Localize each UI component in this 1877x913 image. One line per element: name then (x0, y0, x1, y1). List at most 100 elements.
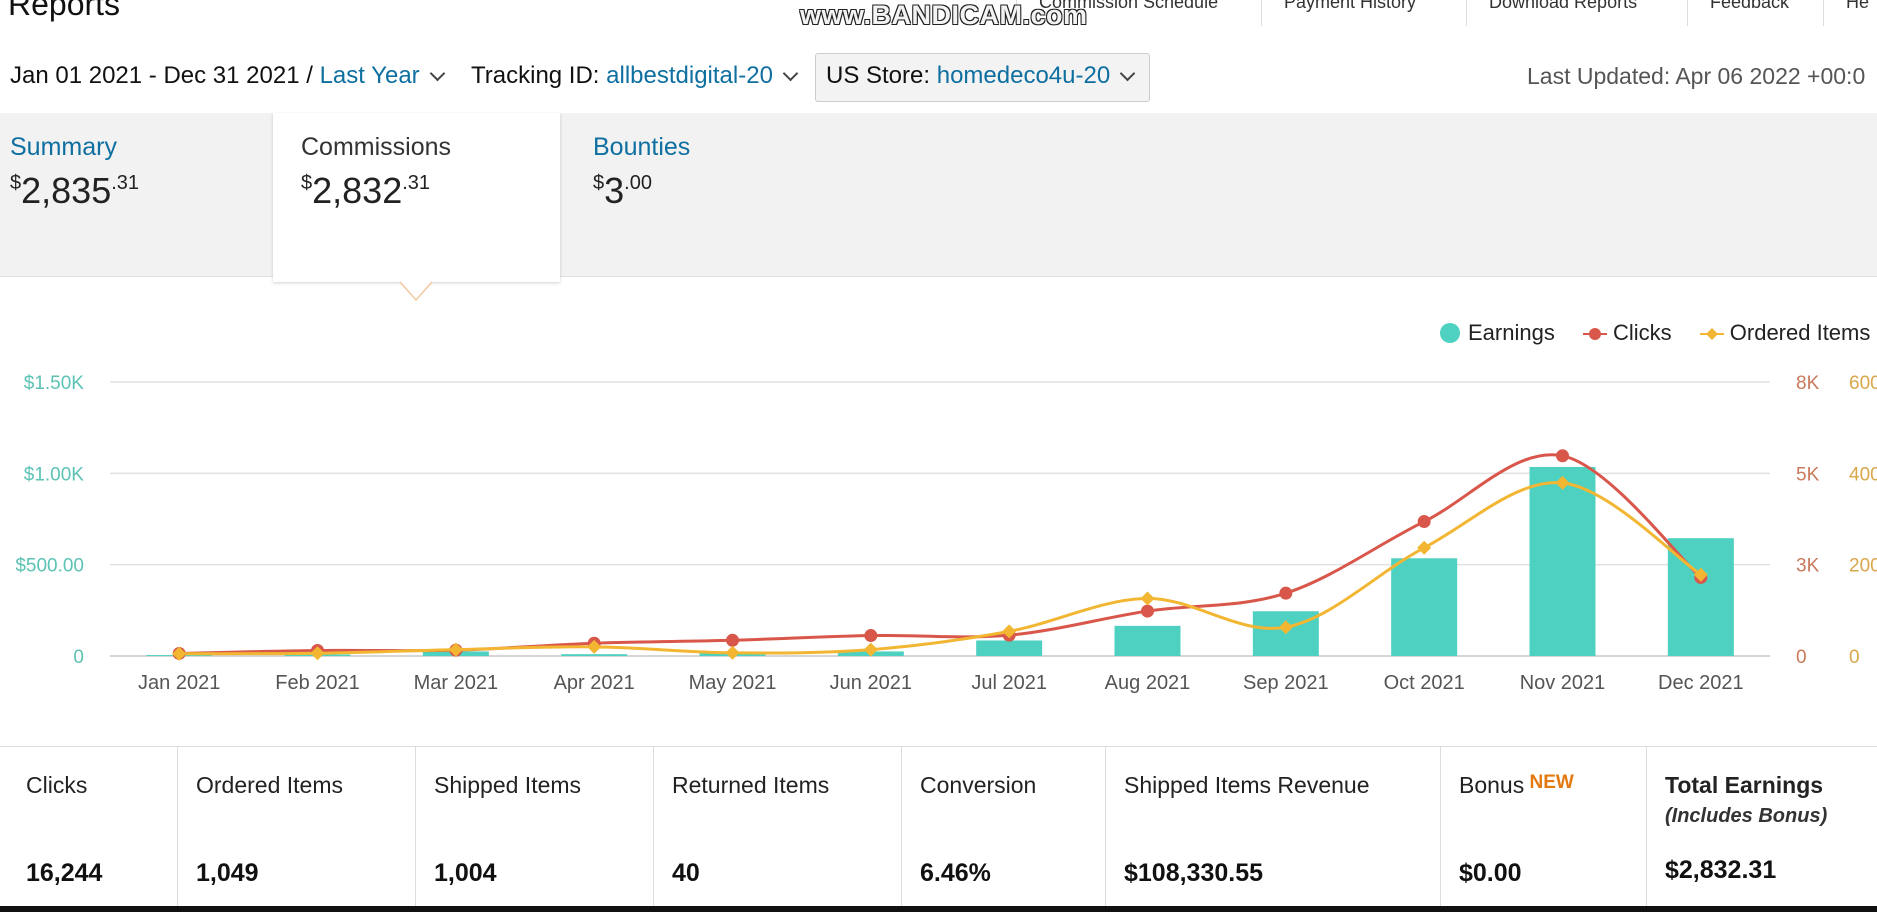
tab-commissions[interactable]: Commissions $2,832.31 (301, 133, 451, 212)
metric-label: Shipped Items (434, 772, 581, 799)
ordered-items-line (179, 481, 1702, 656)
right2-axis-tick: 0 (1849, 647, 1860, 668)
commissions-currency: $ (301, 172, 313, 194)
x-axis-label: Dec 2021 (1658, 672, 1744, 694)
x-axis-label: Jun 2021 (830, 672, 912, 694)
x-axis-label: Oct 2021 (1384, 672, 1465, 694)
summary-amount: $2,835.31 (10, 170, 139, 212)
commissions-cents: .31 (402, 172, 431, 194)
metric-label-text: Returned Items (672, 772, 830, 798)
tab-feedback[interactable]: Feedback (1687, 0, 1811, 26)
date-range-filter[interactable]: Jan 01 2021 - Dec 31 2021 / Last Year (10, 54, 449, 98)
tab-download-reports[interactable]: Download Reports (1466, 0, 1659, 26)
watermark-text: www.BANDICAM.com (800, 0, 1088, 30)
metric-value: $2,832.31 (1665, 856, 1777, 884)
right-axis-tick: 5K (1796, 464, 1820, 485)
active-tab-pointer (399, 281, 433, 302)
metric-value: 40 (672, 859, 700, 887)
summary-whole: 2,835 (21, 170, 112, 211)
right-axis-tick: 8K (1796, 373, 1820, 394)
ordered-items-point (1555, 475, 1570, 490)
metric-value: 1,004 (434, 859, 497, 887)
earnings-bar (1391, 558, 1458, 656)
summary-cents: .31 (111, 172, 140, 194)
page-title: Reports (8, 0, 121, 22)
tracking-id-filter[interactable]: Tracking ID: allbestdigital-20 (471, 54, 802, 98)
ordered-items-point (1693, 567, 1708, 582)
bounties-currency: $ (593, 172, 605, 194)
clicks-point (864, 629, 878, 643)
earnings-bar (561, 654, 628, 656)
metric-value: 6.46% (920, 859, 991, 887)
metric-label-text: Shipped Items Revenue (1124, 772, 1370, 798)
left-axis-tick: 0 (73, 647, 84, 668)
tab-commission-schedule[interactable]: Commission Schedule (1016, 0, 1240, 26)
x-axis-label: May 2021 (689, 672, 777, 694)
legend-ordered[interactable]: Ordered Items (1699, 320, 1870, 345)
tab-payment-history[interactable]: Payment History (1261, 0, 1438, 26)
commissions-amount: $2,832.31 (301, 170, 451, 212)
tracking-id-link[interactable]: allbestdigital-20 (606, 62, 773, 89)
metric-cell: Returned Items 40 (653, 746, 902, 912)
tab-summary-label: Summary (10, 133, 117, 161)
left-axis-tick: $500.00 (15, 556, 84, 577)
new-badge: NEW (1524, 772, 1574, 793)
tracking-label: Tracking ID: (471, 62, 607, 89)
right2-axis-tick: 200 (1849, 556, 1877, 577)
commissions-whole: 2,832 (312, 170, 403, 211)
x-axis-label: Nov 2021 (1520, 672, 1606, 694)
metric-label: Bonus NEW (1459, 772, 1574, 799)
legend-earnings[interactable]: Earnings (1440, 320, 1561, 345)
metric-cell: Ordered Items 1,049 (177, 746, 416, 912)
store-selector[interactable]: US Store: homedeco4u-20 (815, 53, 1151, 102)
bottom-border (0, 906, 1877, 912)
chevron-down-icon (782, 65, 799, 82)
earnings-chart: 0 0 0 $500.00 3K 200 $1.00K 5K 400 $1.50K 8K 600 Jan… (15, 373, 1877, 694)
store-label: US Store: (826, 62, 937, 89)
right2-axis-tick: 600 (1849, 373, 1877, 394)
earnings-dot-icon (1440, 323, 1460, 343)
tab-bounties[interactable]: Bounties $3.00 (593, 133, 690, 212)
chevron-down-icon (1119, 65, 1136, 82)
tab-commissions-label: Commissions (301, 133, 452, 161)
x-axis-label: Jan 2021 (138, 672, 220, 694)
metric-cell: Shipped Items Revenue $108,330.55 (1105, 746, 1441, 912)
metric-label: Shipped Items Revenue (1124, 772, 1370, 799)
ordered-items-point (448, 642, 463, 657)
ordered-items-point (725, 645, 740, 660)
period-link[interactable]: Last Year (319, 62, 420, 89)
metric-label: Total Earnings (Includes Bonus) (1665, 772, 1827, 828)
left-axis-tick: $1.50K (24, 373, 85, 394)
x-axis-label: Apr 2021 (554, 672, 635, 694)
clicks-point (1417, 515, 1431, 529)
ordered-items-point (1140, 591, 1155, 606)
metric-label-text: Conversion (920, 772, 1037, 798)
bounties-whole: 3 (604, 170, 625, 211)
metric-label-text: Total Earnings (1665, 772, 1824, 798)
date-separator: / (299, 62, 320, 89)
ordered-items-point (310, 646, 325, 661)
metric-label-text: Clicks (26, 772, 88, 798)
tab-help[interactable]: He (1823, 0, 1877, 26)
clicks-line-dot-icon (1582, 328, 1607, 340)
summary-currency: $ (10, 172, 22, 194)
metric-value: 16,244 (26, 859, 103, 887)
metric-value: $0.00 (1459, 859, 1522, 887)
ordered-items-point (172, 646, 187, 661)
metric-cell: Conversion 6.46% (901, 746, 1106, 912)
tab-bounties-label: Bounties (593, 133, 691, 161)
chart-legend: Earnings Clicks Ordered Items (1440, 320, 1870, 346)
ordered-items-point (863, 642, 878, 657)
metric-label-text: Ordered Items (196, 772, 343, 798)
right-axis-tick: 0 (1796, 647, 1807, 668)
right2-axis-tick: 400 (1849, 464, 1877, 485)
store-id-link[interactable]: homedeco4u-20 (936, 62, 1111, 89)
metric-value: 1,049 (196, 859, 259, 887)
metric-label: Returned Items (672, 772, 829, 799)
tab-summary[interactable]: Summary $2,835.31 (10, 133, 139, 212)
metric-cell: Bonus NEW $0.00 (1440, 746, 1647, 912)
metric-label: Ordered Items (196, 772, 343, 799)
ordered-items-point (1417, 540, 1432, 555)
active-tab-card (273, 113, 560, 282)
legend-clicks[interactable]: Clicks (1582, 320, 1678, 345)
